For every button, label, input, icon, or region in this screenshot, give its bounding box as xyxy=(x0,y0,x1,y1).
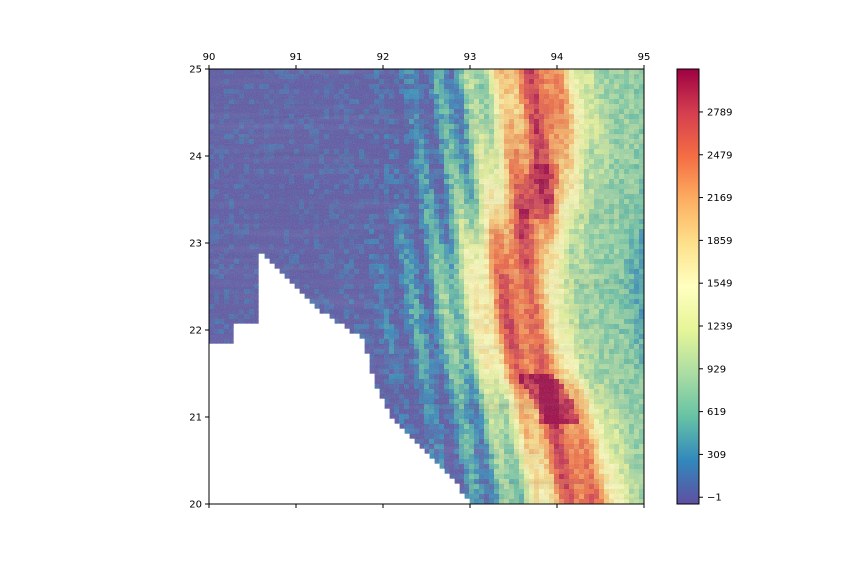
elevation-raster xyxy=(209,69,644,504)
